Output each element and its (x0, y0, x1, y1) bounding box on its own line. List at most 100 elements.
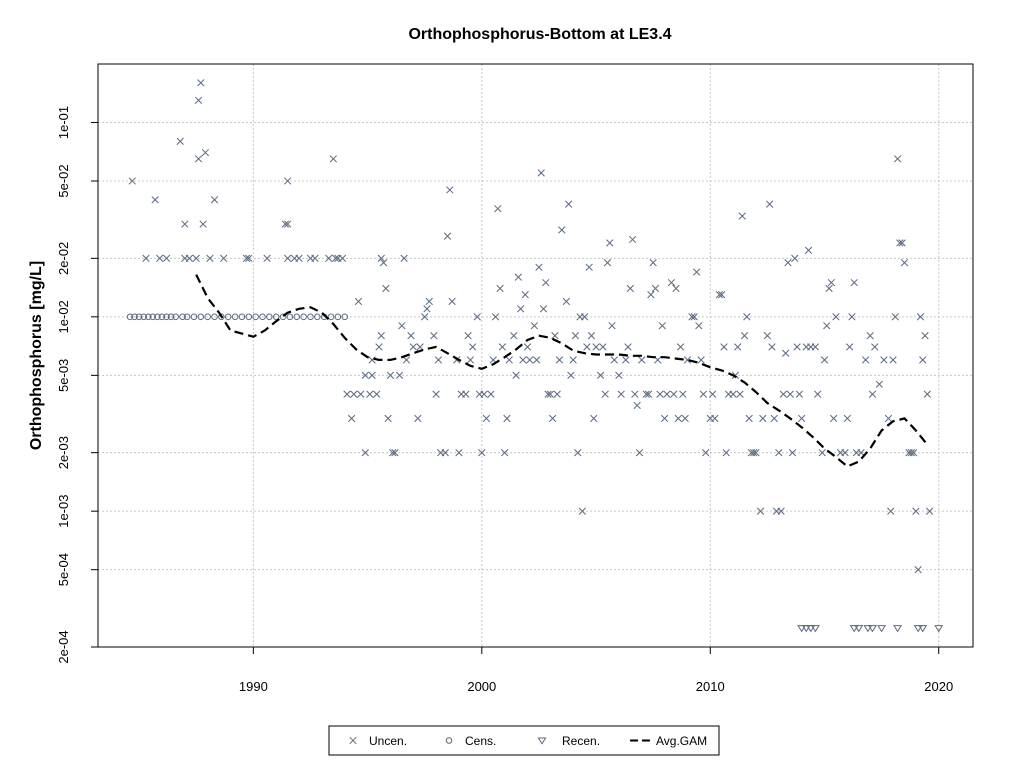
x-marker-stroke (775, 449, 783, 457)
x-marker-stroke (647, 291, 655, 299)
x-marker-stroke (654, 356, 662, 364)
uncensored-point (633, 401, 641, 410)
uncensored-point (658, 322, 666, 330)
uncensored-point (868, 390, 877, 398)
uncensored-point (194, 96, 203, 105)
uncensored-point (624, 343, 632, 351)
x-marker-stroke (827, 278, 836, 287)
x-tick-label: 2000 (467, 679, 496, 694)
x-marker-stroke (782, 349, 790, 357)
censored-point (126, 313, 134, 321)
legend-entry: Avg.GAM (630, 734, 707, 748)
x-marker-stroke (871, 343, 879, 351)
x-marker-stroke (382, 284, 390, 293)
x-marker-stroke (596, 371, 605, 379)
uncensored-point (756, 507, 765, 515)
x-marker-stroke (368, 371, 376, 379)
uncensored-point (610, 356, 618, 364)
y-tick-label: 5e-03 (56, 359, 71, 392)
uncensored-point (283, 177, 292, 185)
uncensored-point (448, 297, 456, 306)
uncensored-point (263, 254, 271, 262)
x-marker-stroke (590, 414, 598, 423)
uncensored-point (628, 235, 637, 244)
uncensored-point (283, 220, 292, 228)
uncensored-point (432, 390, 440, 398)
uncensored-point (914, 566, 922, 574)
x-marker-stroke (731, 371, 740, 379)
uncensored-point (580, 313, 589, 321)
x-marker-stroke (916, 313, 925, 321)
x-marker-stroke (194, 96, 203, 105)
uncensored-point (400, 254, 408, 262)
x-marker-stroke (377, 254, 385, 262)
uncensored-point (921, 332, 929, 340)
recensored-point (810, 625, 820, 633)
x-marker-stroke (658, 322, 666, 330)
y-tick-label: 2e-02 (56, 242, 71, 275)
legend-x-marker (349, 736, 357, 745)
uncensored-point (699, 390, 708, 398)
x-marker-stroke (464, 332, 472, 340)
uncensored-point (398, 322, 406, 330)
uncensored-point (377, 254, 385, 262)
x-marker-stroke (592, 343, 600, 351)
x-marker-stroke (759, 414, 767, 423)
x-marker-stroke (338, 254, 347, 262)
x-marker-stroke (848, 313, 856, 321)
uncensored-point (875, 380, 883, 388)
x-marker-stroke (512, 371, 520, 379)
uncensored-point (912, 507, 920, 515)
x-marker-stroke (441, 449, 449, 457)
x-marker-stroke (558, 226, 566, 234)
x-marker-stroke (510, 332, 518, 340)
uncensored-point (482, 414, 491, 423)
y-tick-label: 5e-02 (56, 164, 71, 197)
uncensored-point (871, 343, 879, 351)
x-marker-stroke (553, 390, 561, 398)
censored-point (327, 313, 335, 321)
uncensored-point (542, 278, 550, 287)
x-marker-stroke (283, 177, 292, 185)
x-marker-stroke (820, 356, 829, 364)
censored-point (158, 313, 166, 321)
x-marker-stroke (151, 196, 159, 204)
censored-point (272, 313, 280, 321)
y-tick-label: 1e-02 (56, 300, 71, 333)
x-marker-stroke (923, 390, 931, 398)
uncensored-point (491, 313, 500, 321)
uncensored-point (692, 268, 701, 276)
uncensored-point (366, 390, 374, 398)
x-marker-stroke (887, 507, 895, 515)
x-marker-stroke (798, 414, 806, 423)
uncensored-point (818, 449, 826, 457)
uncensored-point (829, 414, 838, 423)
censored-point (183, 313, 191, 321)
uncensored-point (464, 332, 472, 340)
x-marker-stroke (702, 449, 710, 457)
data-layer (126, 79, 944, 633)
uncensored-point (663, 390, 671, 398)
censored-point (218, 313, 225, 321)
censored-point (231, 313, 239, 321)
uncensored-point (745, 414, 753, 423)
x-marker-stroke (448, 297, 456, 306)
x-marker-stroke (473, 313, 481, 321)
x-marker-stroke (425, 297, 433, 306)
uncensored-point (128, 177, 136, 185)
chart-title: Orthophosphorus-Bottom at LE3.4 (408, 26, 671, 43)
recensored-point (877, 625, 887, 633)
censored-point (204, 313, 211, 321)
uncensored-point (384, 414, 392, 423)
uncensored-point (823, 322, 831, 330)
uncensored-point (494, 205, 502, 213)
x-marker-stroke (670, 390, 678, 398)
uncensored-point (642, 390, 650, 398)
x-marker-stroke (660, 414, 669, 423)
x-marker-stroke (624, 343, 632, 351)
x-tick-label: 2020 (924, 679, 953, 694)
x-marker-stroke (446, 186, 454, 194)
uncensored-point (889, 356, 897, 364)
x-marker-stroke (679, 390, 687, 398)
uncensored-point (567, 371, 575, 379)
